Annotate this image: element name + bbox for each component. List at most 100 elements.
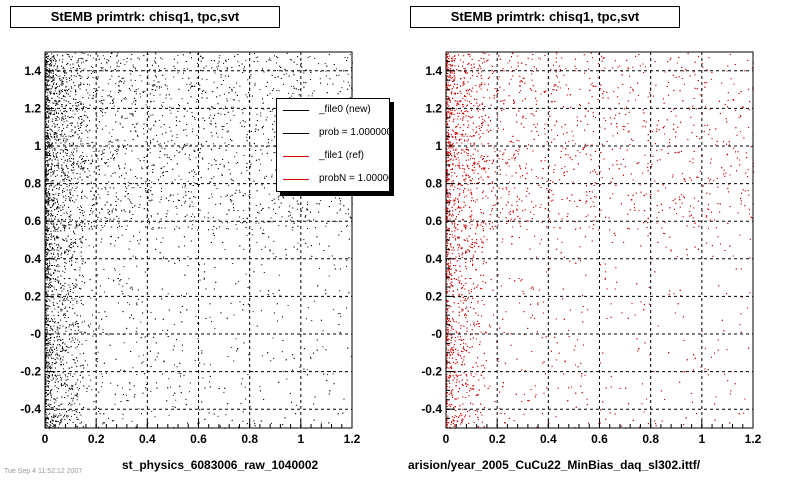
data-point (50, 65, 52, 67)
data-point (282, 371, 284, 373)
data-point (178, 200, 180, 201)
data-point (47, 204, 49, 206)
data-point (239, 122, 241, 124)
data-point (49, 69, 51, 71)
data-point (65, 375, 67, 377)
data-point (60, 350, 61, 352)
data-point (242, 218, 244, 219)
data-point (234, 91, 236, 93)
data-point (300, 331, 302, 332)
data-point (261, 127, 263, 129)
data-point (252, 95, 253, 97)
data-point (66, 213, 68, 215)
data-point (54, 331, 56, 333)
data-point (274, 131, 276, 133)
data-point (49, 112, 51, 114)
data-point (72, 254, 74, 256)
data-point (46, 151, 48, 153)
data-point (45, 97, 47, 99)
data-point (52, 248, 54, 249)
data-point (153, 95, 155, 96)
data-point (45, 172, 47, 174)
data-point (257, 61, 259, 62)
data-point (206, 97, 208, 99)
data-point (71, 263, 73, 265)
data-point (50, 212, 52, 214)
data-point (325, 293, 327, 295)
data-point (108, 141, 110, 143)
data-point (45, 64, 47, 66)
data-point (71, 125, 73, 126)
data-point (48, 363, 50, 365)
data-point (51, 159, 53, 161)
data-point (200, 148, 201, 150)
data-point (82, 143, 84, 145)
data-point (57, 327, 59, 329)
data-point (203, 263, 205, 265)
data-point (58, 415, 60, 417)
data-point (58, 250, 60, 252)
data-point (50, 257, 52, 259)
data-point (153, 80, 155, 82)
data-point (72, 164, 74, 165)
data-point (55, 139, 57, 141)
data-point (106, 61, 108, 63)
data-point (66, 414, 68, 416)
data-point (119, 123, 121, 125)
data-point (208, 412, 210, 414)
data-point (64, 383, 66, 385)
data-point (266, 175, 268, 177)
data-point (77, 178, 79, 180)
data-point (226, 100, 228, 102)
data-point (56, 184, 58, 186)
data-point (223, 80, 224, 81)
data-point (58, 207, 60, 209)
data-point (93, 330, 95, 332)
data-point (174, 406, 176, 408)
data-point (58, 405, 60, 407)
data-point (55, 260, 57, 262)
data-point (213, 176, 215, 178)
data-point (65, 225, 67, 227)
data-point (113, 280, 115, 282)
data-point (48, 318, 49, 320)
data-point (67, 379, 69, 380)
data-point (49, 195, 51, 197)
data-point (277, 70, 278, 72)
data-point (177, 62, 179, 64)
data-point (60, 254, 62, 256)
data-point (96, 202, 98, 204)
data-point (107, 159, 109, 160)
data-point (331, 200, 332, 202)
data-point (147, 204, 149, 206)
data-point (46, 292, 48, 294)
data-point (140, 321, 142, 323)
data-point (201, 352, 203, 354)
data-point (45, 168, 47, 170)
data-point (59, 184, 61, 186)
data-point (75, 75, 77, 77)
data-point (227, 403, 229, 405)
data-point (243, 210, 245, 212)
data-point (160, 57, 162, 59)
data-point (55, 409, 57, 411)
data-point (159, 156, 161, 158)
data-point (75, 243, 77, 244)
data-point (236, 228, 238, 230)
data-point (59, 359, 61, 361)
data-point (121, 290, 123, 292)
data-point (50, 344, 52, 346)
data-point (288, 75, 290, 77)
data-point (48, 109, 50, 111)
data-point (45, 392, 47, 394)
data-point (190, 216, 192, 217)
data-point (319, 267, 320, 269)
data-point (88, 170, 90, 172)
data-point (129, 287, 131, 289)
data-point (70, 109, 71, 111)
data-point (181, 147, 183, 149)
data-point (46, 422, 48, 424)
data-point (56, 289, 57, 291)
data-point (93, 198, 95, 200)
data-point (161, 190, 162, 192)
